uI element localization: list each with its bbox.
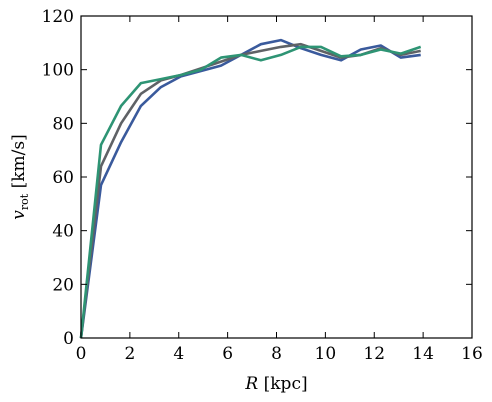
series-line-3	[79, 45, 422, 339]
x-tick-label: 10	[315, 344, 337, 364]
x-tick-label: 12	[363, 344, 385, 364]
x-tick-label: 16	[461, 344, 483, 364]
y-tick-label: 20	[52, 275, 74, 295]
y-axis-label: vrot [km/s]	[9, 134, 31, 219]
y-tick-label: 40	[52, 222, 74, 242]
x-tick-label: 14	[412, 344, 434, 364]
y-tick-label: 0	[63, 329, 74, 349]
x-axis-label: R [kpc]	[244, 374, 307, 394]
x-tick-label: 6	[222, 344, 233, 364]
tick-layer: 0 2 4 6 8 10 12 14 16 0 20 40 60 80 100 120	[42, 7, 483, 364]
x-tick-label: 8	[271, 344, 282, 364]
x-tick-label: 4	[173, 344, 184, 364]
series-line-2	[79, 42, 421, 339]
x-axis-label-var: R	[244, 374, 258, 394]
y-tick-label: 120	[42, 7, 74, 27]
y-axis-label-unit: [km/s]	[9, 134, 29, 194]
plot-frame	[80, 15, 473, 339]
y-axis-label-var: v	[9, 210, 29, 220]
x-tick-label: 0	[76, 344, 87, 364]
y-axis-label-sub: rot	[18, 193, 31, 210]
y-tick-label: 60	[52, 168, 74, 188]
x-axis-label-unit: [kpc]	[258, 374, 307, 394]
series-line-1	[79, 38, 421, 339]
y-tick-label: 100	[42, 61, 74, 81]
x-tick-label: 2	[124, 344, 135, 364]
y-tick-label: 80	[52, 114, 74, 134]
series-layer	[79, 38, 422, 339]
